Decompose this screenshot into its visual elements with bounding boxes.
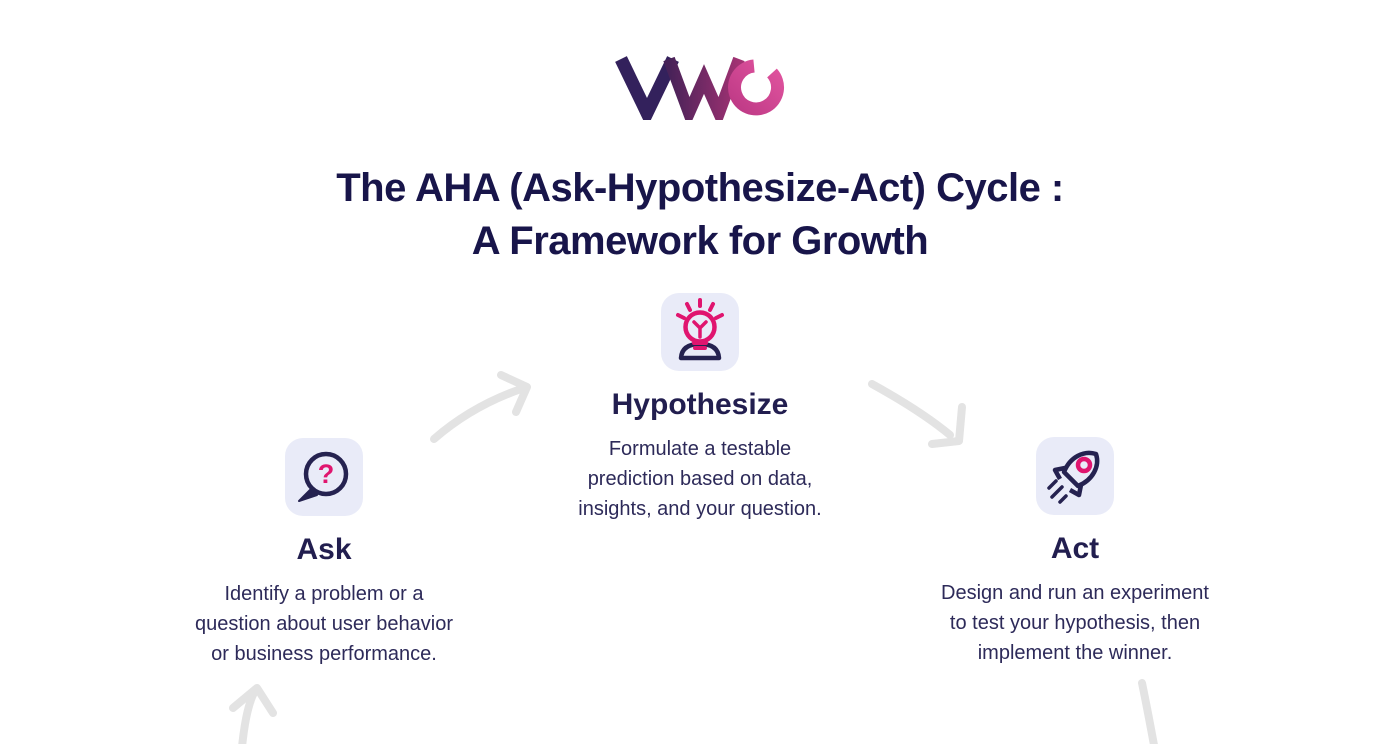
page-title: The AHA (Ask-Hypothesize-Act) Cycle : A … [0,162,1400,268]
question-mark-glyph: ? [318,459,335,489]
step-description-hypothesize: Formulate a testable prediction based on… [500,434,900,524]
step-hypothesize: Hypothesize Formulate a testable predict… [500,293,900,524]
step-description-line: insights, and your question. [578,498,822,520]
arrow-cycle-bottom-left-head [229,684,277,717]
question-speech-bubble-icon: ? [298,451,349,502]
step-description-ask: Identify a problem or a question about u… [124,579,524,669]
lightbulb-idea-icon [676,298,724,361]
step-description-line: or business performance. [211,643,437,665]
arrow-cycle-bottom-left [238,687,259,744]
rocket-icon [1047,450,1100,504]
step-description-line: prediction based on data, [587,468,813,490]
page-title-line1: The AHA (Ask-Hypothesize-Act) Cycle : [336,166,1064,210]
arrow-cycle-bottom-right [1138,679,1158,744]
step-description-line: Design and run an experiment [941,582,1209,604]
step-label-act: Act [1050,532,1100,565]
page-title-line2: A Framework for Growth [471,219,929,263]
step-description-line: Formulate a testable [608,438,792,460]
step-description-line: question about user behavior [195,613,453,635]
step-description-act: Design and run an experiment to test you… [875,578,1275,668]
step-description-line: implement the winner. [977,642,1173,664]
step-act: Act Design and run an experiment to test… [875,437,1275,668]
step-description-line: Identify a problem or a [224,583,424,605]
step-description-line: to test your hypothesis, then [949,612,1201,634]
act-icon-card [1036,437,1114,515]
vwo-logo [614,54,786,129]
step-ask: ? Ask Identify a problem or a question a… [124,438,524,669]
vwo-logo-mark [615,56,785,129]
hypothesize-icon-card [661,293,739,371]
ask-icon-card: ? [285,438,363,516]
step-label-ask: Ask [296,533,352,566]
step-label-hypothesize: Hypothesize [611,388,789,421]
